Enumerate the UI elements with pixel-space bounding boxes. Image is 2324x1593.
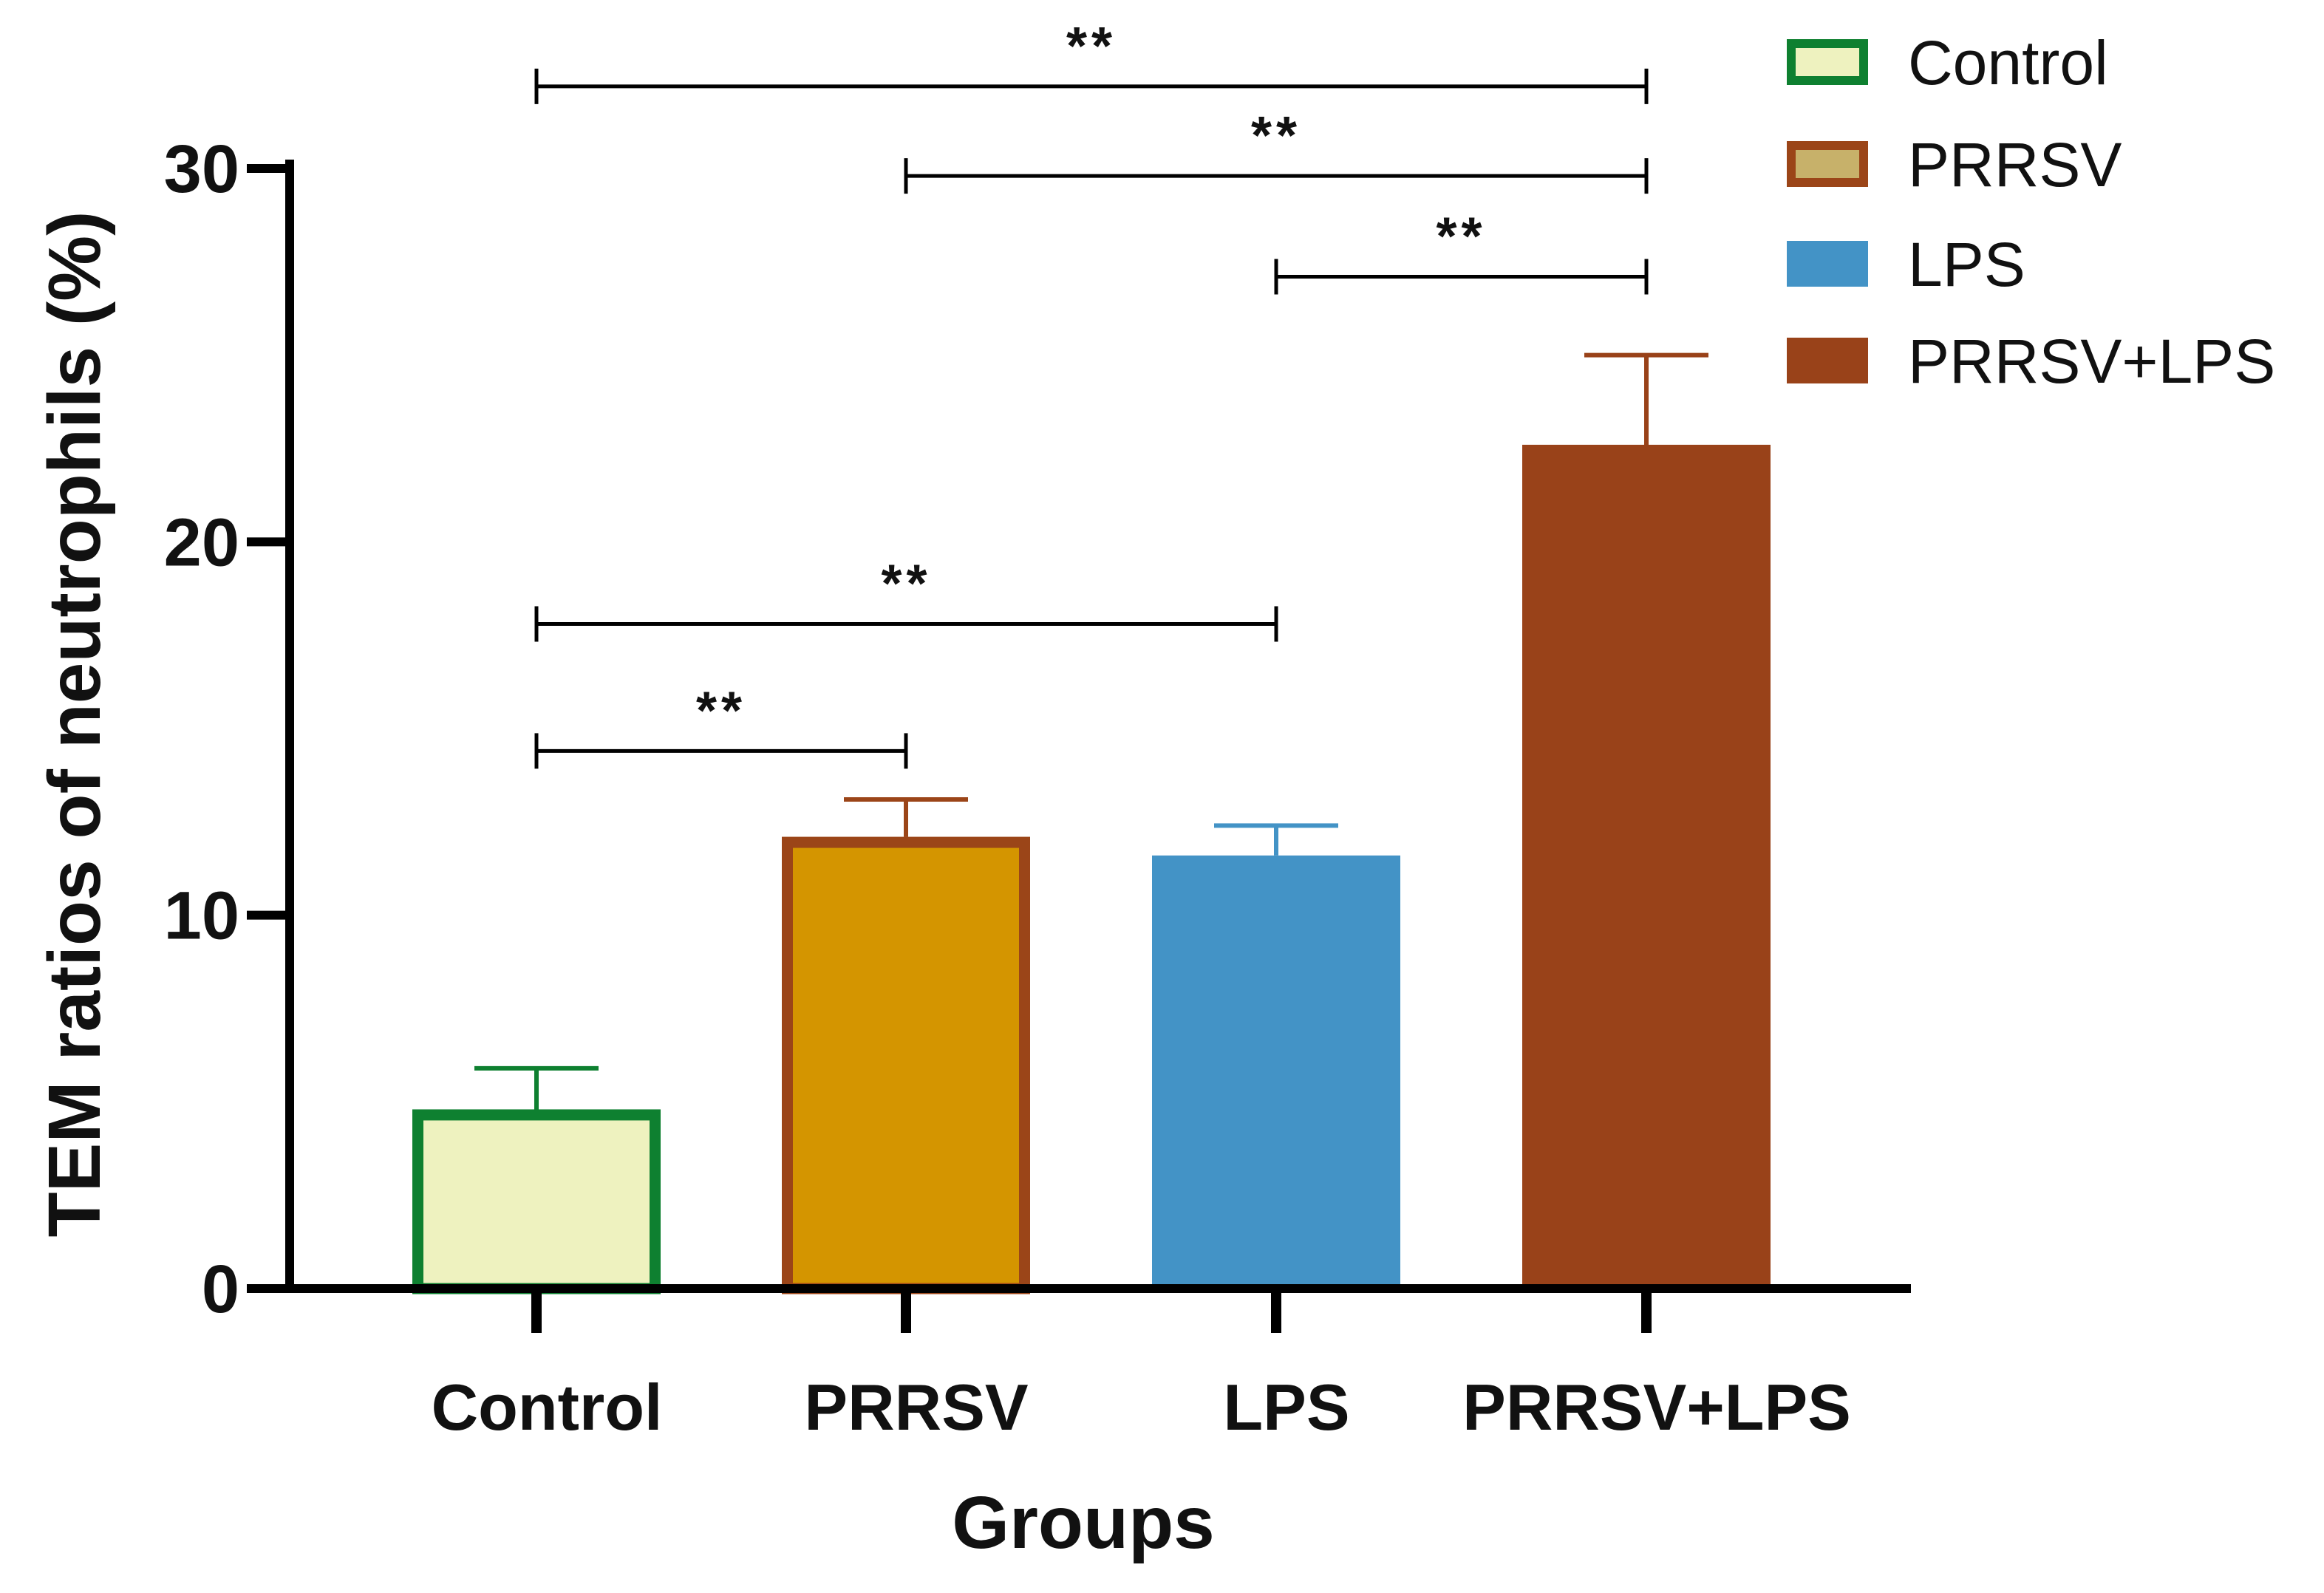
y-ticks: 0 10 20 30 (164, 132, 290, 1327)
legend-label: Control (1908, 28, 2108, 98)
significance-label: ** (1436, 208, 1486, 267)
x-tick-label: PRRSV+LPS (1462, 1371, 1851, 1444)
y-tick-label: 0 (202, 1252, 239, 1327)
significance-label: ** (1066, 17, 1117, 76)
legend: Control PRRSV LPS PRRSV+LPS (1787, 28, 2275, 396)
x-tick-label: Control (432, 1371, 663, 1444)
y-tick-label: 20 (164, 505, 239, 580)
bar (782, 836, 1030, 1294)
legend-swatch (1787, 241, 1868, 287)
x-ticks: Control PRRSV LPS PRRSV+LPS (432, 1289, 1851, 1444)
y-axis-title: TEM ratios of neutrophils (%) (33, 211, 116, 1238)
legend-label: LPS (1908, 230, 2025, 299)
significance-layer: ** ** ** ** ** (534, 17, 1649, 769)
significance-label: ** (696, 681, 746, 740)
y-tick-label: 10 (164, 879, 239, 954)
bar (1152, 855, 1400, 1289)
bar (412, 1109, 661, 1294)
legend-swatch (1787, 39, 1868, 85)
x-axis-title: Groups (952, 1481, 1215, 1564)
y-tick-label: 30 (164, 132, 239, 207)
error-bars-layer (474, 352, 1708, 1110)
x-tick-label: LPS (1223, 1371, 1349, 1444)
axes-layer (285, 160, 1911, 1293)
x-tick-label: PRRSV (804, 1371, 1028, 1444)
significance-label: ** (1251, 106, 1301, 166)
legend-swatch (1787, 141, 1868, 187)
bar (1522, 444, 1771, 1289)
significance-label: ** (881, 555, 931, 614)
legend-label: PRRSV+LPS (1908, 327, 2275, 396)
legend-label: PRRSV (1908, 130, 2122, 199)
bars-layer (412, 444, 1771, 1294)
legend-swatch (1787, 338, 1868, 383)
